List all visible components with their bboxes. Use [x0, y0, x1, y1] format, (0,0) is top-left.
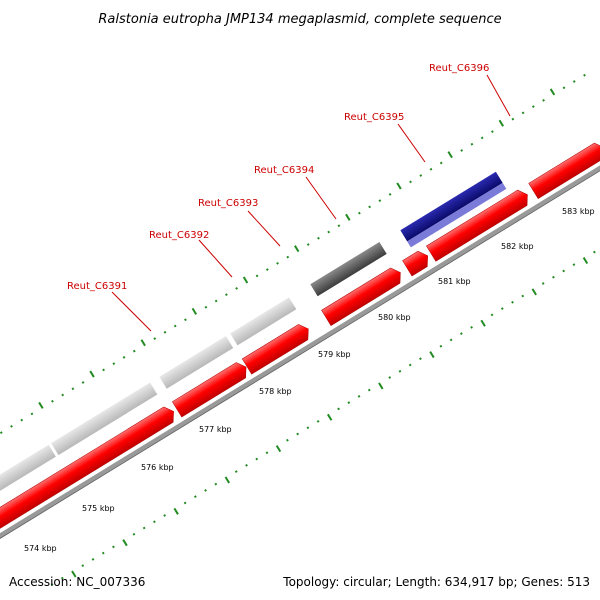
cds-forward-575-576[interactable] — [0, 404, 178, 542]
scale-label-580: 580 kbp — [378, 313, 411, 322]
forward-strand-features — [0, 140, 600, 542]
gene-label-reut-c6393[interactable]: Reut_C6393 — [198, 198, 258, 209]
scale-label-583: 583 kbp — [562, 207, 595, 216]
scale-label-575: 575 kbp — [82, 504, 115, 513]
scale-label-582: 582 kbp — [501, 242, 534, 251]
scale-label-579: 579 kbp — [318, 350, 351, 359]
leader-reut-c6393 — [247, 210, 281, 247]
gene-label-reut-c6391[interactable]: Reut_C6391 — [67, 281, 127, 292]
reverse-strand-features — [0, 171, 507, 515]
leader-reut-c6396 — [486, 74, 511, 117]
cds-reverse-574-575[interactable] — [0, 444, 56, 515]
gene-label-reut-c6392[interactable]: Reut_C6392 — [149, 230, 209, 241]
leader-reut-c6394 — [305, 176, 337, 220]
cds-reverse-579-580[interactable] — [400, 171, 503, 242]
leader-reut-c6392 — [198, 239, 233, 278]
cds-forward-578[interactable] — [241, 321, 313, 375]
cds-reverse-575-576[interactable] — [51, 382, 158, 456]
scale-label-581: 581 kbp — [438, 277, 471, 286]
gene-leader-lines — [111, 74, 511, 332]
scale-label-576: 576 kbp — [141, 463, 174, 472]
gene-label-reut-c6394[interactable]: Reut_C6394 — [254, 165, 314, 176]
gene-label-reut-c6396[interactable]: Reut_C6396 — [429, 63, 489, 74]
sequence-backbone-shadow — [0, 119, 600, 560]
scale-label-577: 577 kbp — [199, 425, 232, 434]
inner-tick-ring — [50, 250, 596, 586]
cds-forward-580[interactable] — [402, 248, 433, 277]
cds-forward-580-581[interactable] — [426, 187, 532, 262]
sequence-summary-text: Topology: circular; Length: 634,917 bp; … — [282, 575, 590, 589]
scale-labels: 574 kbp 575 kbp 576 kbp 577 kbp 578 kbp … — [24, 207, 595, 553]
accession-text: Accession: NC_007336 — [9, 575, 145, 589]
gene-labels: Reut_C6391 Reut_C6392 Reut_C6393 Reut_C6… — [67, 63, 489, 292]
cds-forward-579[interactable] — [321, 265, 406, 326]
cds-forward-577[interactable] — [171, 359, 250, 418]
cds-reverse-579-580-shadow — [407, 182, 507, 248]
scale-label-578: 578 kbp — [259, 387, 292, 396]
cds-reverse-577-578[interactable] — [230, 297, 297, 346]
leader-reut-c6391 — [111, 291, 152, 332]
cds-forward-582[interactable] — [528, 140, 600, 199]
cds-reverse-576-577[interactable] — [159, 336, 234, 389]
map-track-group — [0, 73, 600, 586]
outer-tick-ring — [0, 73, 586, 435]
scale-label-574: 574 kbp — [24, 544, 57, 553]
cds-reverse-579[interactable] — [310, 241, 387, 297]
gene-label-reut-c6395[interactable]: Reut_C6395 — [344, 112, 404, 123]
map-title: Ralstonia eutropha JMP134 megaplasmid, c… — [98, 12, 501, 27]
leader-reut-c6395 — [397, 123, 426, 163]
sequence-backbone — [0, 116, 600, 559]
